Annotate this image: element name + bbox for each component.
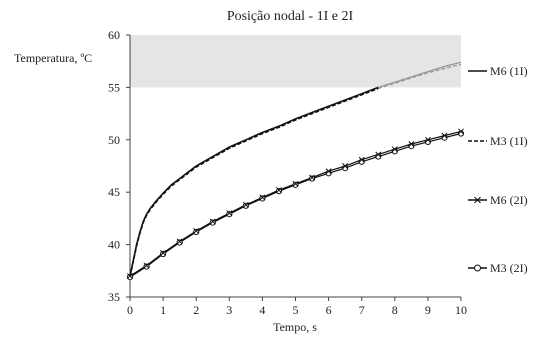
legend-label: M6 (2I) (490, 193, 528, 207)
series-m3-2i-point (160, 250, 167, 258)
legend-label: M3 (2I) (490, 261, 528, 275)
y-axis-title: Temperatura, ºC (14, 51, 92, 65)
series-m6-2i-point (441, 132, 448, 139)
series-m3-2i-point (259, 195, 266, 202)
chart-title: Posição nodal - 1I e 2I (227, 9, 354, 24)
x-axis-title: Tempo, s (273, 320, 317, 334)
shaded-band-layer (130, 35, 461, 88)
series-m3-2i-point (275, 188, 283, 195)
series-m3-2i-point (308, 175, 316, 182)
x-tick-label: 0 (127, 303, 133, 317)
series-m3-2i-point (226, 211, 233, 218)
series-m6-2i-point (275, 187, 282, 194)
legend-swatch-marker (474, 264, 481, 272)
legend: M6 (1I) M3 (1I) M6 (2I) M3 (2I) (468, 64, 528, 275)
series-m3-2i-point (193, 228, 200, 236)
shaded-band (130, 35, 461, 88)
series-m6-2i-point (424, 136, 431, 143)
series-m3-2i-point (143, 263, 150, 270)
x-tick-label: 4 (259, 303, 265, 317)
series-m6-2i-point (309, 174, 316, 181)
x-tick-label: 7 (359, 303, 365, 317)
series-m6-2i-point (143, 262, 150, 269)
series-m3-2i-point (242, 202, 249, 209)
series-m6-2i-point (242, 201, 249, 208)
series-m3-1i-line-upper (378, 63, 462, 90)
series-m3-2i-point (209, 219, 216, 226)
x-tick-label: 9 (425, 303, 431, 317)
series-m6-2i-point (342, 163, 349, 169)
series-m6-2i-point (458, 128, 464, 135)
x-tick-label: 8 (392, 303, 398, 317)
x-tick-label: 10 (455, 303, 467, 317)
y-tick-label: 45 (108, 185, 120, 199)
series-m6-2i-point (160, 250, 167, 256)
series-layer (126, 61, 465, 281)
series-m6-2i-point (391, 146, 398, 153)
y-tick-label: 40 (108, 238, 120, 252)
y-tick-label: 50 (108, 133, 120, 147)
series-m6-2i-point (176, 238, 183, 245)
series-m6-2i-point (226, 210, 233, 217)
series-m6-2i-point (209, 218, 216, 225)
series-m6-2i-point (325, 168, 332, 175)
legend-label: M3 (1I) (490, 134, 528, 148)
series-m3-2i-point (126, 273, 134, 281)
series-m3-2i-point (176, 239, 183, 246)
x-tick-label: 6 (326, 303, 332, 317)
x-tick-label: 3 (226, 303, 232, 317)
series-m6-1i-line-upper (378, 61, 462, 89)
series-m6-2i-point (358, 156, 365, 163)
series-m6-2i-point (259, 194, 266, 201)
series-m6-2i-point (375, 151, 382, 158)
y-tick-label: 55 (108, 80, 120, 94)
y-tick-label: 60 (108, 28, 120, 42)
x-tick-label: 2 (193, 303, 199, 317)
series-m6-2i-point (127, 273, 133, 279)
x-tick-label: 1 (160, 303, 166, 317)
series-m6-2i-point (292, 180, 299, 187)
series-m6-1i-line (129, 86, 379, 277)
legend-label: M6 (1I) (490, 64, 528, 78)
y-tick-label: 35 (108, 290, 120, 304)
x-tick-label: 5 (293, 303, 299, 317)
legend-swatch-marker (474, 196, 481, 204)
series-m6-2i-point (408, 141, 415, 147)
series-m6-2i-point (193, 228, 200, 234)
series-m3-2i-point (292, 181, 299, 188)
